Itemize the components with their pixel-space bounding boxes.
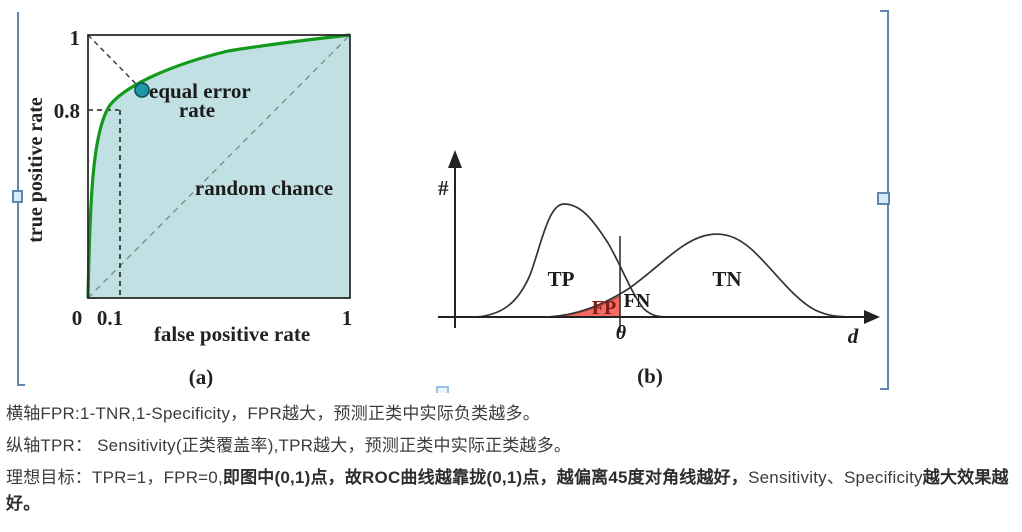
ideal-bold-1: 即图中(0,1)点，故ROC曲线越靠拢(0,1)点，越偏离45度对角线越好， (222, 468, 749, 487)
x-axis-arrowhead (864, 310, 880, 324)
y-axis-label: true positive rate (25, 97, 47, 243)
roc-plot-box (87, 34, 351, 299)
selection-handle-left[interactable] (12, 190, 23, 203)
panel-b-caption: (b) (637, 364, 663, 388)
ideal-regular-2: Sensitivity、Specificity (748, 468, 923, 487)
count-axis-label: # (438, 176, 449, 200)
selection-bracket-left-foot (17, 384, 25, 386)
selection-bracket-right-head (880, 10, 889, 12)
eer-point-marker (134, 82, 150, 98)
note-line-ideal: 理想目标：TPR=1，FPR=0,即图中(0,1)点，故ROC曲线越靠拢(0,1… (6, 465, 1016, 517)
xtick-01: 0.1 (97, 306, 123, 330)
note-line-fpr: 横轴FPR:1-TNR,1-Specificity，FPR越大，预测正类中实际负… (6, 404, 540, 423)
ideal-regular-1: 理想目标：TPR=1，FPR=0, (6, 468, 223, 487)
selection-bracket-right-foot (880, 388, 889, 390)
ytick-08: 0.8 (54, 99, 80, 123)
figure-panel-b: # TP TN FP FN θ d (b) (430, 140, 900, 402)
ytick-1: 1 (70, 26, 81, 50)
eer-antidiagonal (87, 34, 143, 91)
x-axis-label: false positive rate (154, 322, 310, 346)
xtick-1: 1 (342, 306, 353, 330)
eer-label-line2: rate (179, 98, 215, 122)
tp-label: TP (548, 267, 575, 291)
tp-distribution-curve (475, 203, 675, 318)
fn-label: FN (624, 290, 651, 312)
xtick-0: 0 (72, 306, 83, 330)
random-chance-diagonal (87, 34, 351, 299)
figure-panel-a: 1 0.8 true positive rate 0 0.1 1 false p… (20, 15, 380, 400)
random-chance-label: random chance (195, 176, 333, 200)
selection-handle-bottom[interactable] (436, 386, 449, 393)
selection-handle-right[interactable] (877, 192, 890, 205)
d-axis-label: d (848, 324, 859, 348)
eer-label-line1: equal error (149, 79, 251, 103)
ideal-bold-2: 越大效果越好。 (6, 468, 1009, 513)
tn-label: TN (712, 267, 741, 291)
fp-label: FP (592, 297, 616, 319)
tn-distribution-curve (547, 233, 853, 318)
note-line-tpr: 纵轴TPR： Sensitivity(正类覆盖率),TPR越大，预测正类中实际正… (6, 436, 572, 455)
theta-label: θ (616, 322, 627, 344)
y-axis-arrowhead (448, 150, 462, 168)
roc-curve (86, 33, 351, 299)
panel-a-caption: (a) (189, 365, 214, 389)
annotation-text-block: 横轴FPR:1-TNR,1-Specificity，FPR越大，预测正类中实际负… (6, 401, 1016, 523)
